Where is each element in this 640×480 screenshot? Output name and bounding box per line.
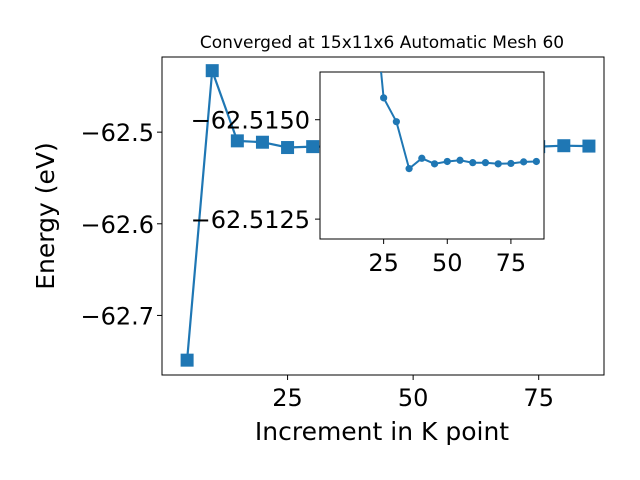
y-axis-label: Energy (eV): [31, 142, 60, 289]
inset-x-tick-label: 25: [368, 249, 399, 277]
inset-data-point: [469, 159, 477, 167]
inset-plot: 25 50 75 −62.5150 −62.5125: [191, 71, 545, 277]
inset-series: [380, 72, 540, 173]
inset-y-tick-label: −62.5125: [191, 206, 310, 234]
main-data-point: [582, 139, 596, 153]
main-y-tick-label: −62.5: [80, 119, 154, 147]
main-x-tick-label: 75: [523, 384, 554, 412]
main-data-point: [281, 141, 295, 155]
x-axis-label: Increment in K point: [255, 417, 509, 446]
main-x-tick-label: 25: [272, 384, 303, 412]
chart-title: Converged at 15x11x6 Automatic Mesh 60: [200, 33, 564, 53]
inset-data-point: [507, 159, 515, 168]
inset-series-group: [380, 72, 540, 173]
inset-data-point: [456, 156, 464, 164]
inset-data-point: [380, 94, 388, 102]
main-y-tick-label: −62.6: [80, 211, 154, 239]
main-y-tick-label: −62.7: [80, 302, 154, 330]
inset-data-point: [405, 165, 413, 173]
main-data-point: [255, 135, 269, 149]
inset-data-point: [443, 157, 451, 166]
inset-data-point: [481, 159, 490, 167]
inset-data-point: [430, 160, 439, 168]
main-data-point: [557, 139, 571, 153]
main-y-ticks: −62.5 −62.6 −62.7: [80, 119, 162, 330]
inset-data-point: [418, 154, 426, 162]
inset-x-tick-label: 75: [496, 249, 527, 277]
main-data-point: [306, 140, 320, 154]
main-x-ticks: 25 50 75: [272, 375, 554, 412]
inset-data-point: [520, 158, 528, 166]
inset-data-point: [494, 160, 502, 168]
main-data-point: [205, 64, 219, 78]
inset-plot-frame: [319, 71, 545, 240]
main-data-point: [230, 134, 244, 148]
inset-x-tick-label: 50: [432, 249, 463, 277]
inset-y-ticks: −62.5150 −62.5125: [191, 107, 320, 234]
inset-x-ticks: 25 50 75: [368, 239, 526, 277]
inset-data-point: [392, 118, 400, 126]
inset-y-tick-label: −62.5150: [191, 107, 310, 135]
inset-data-point: [532, 157, 540, 166]
main-x-tick-label: 50: [398, 384, 429, 412]
main-data-point: [180, 353, 194, 367]
